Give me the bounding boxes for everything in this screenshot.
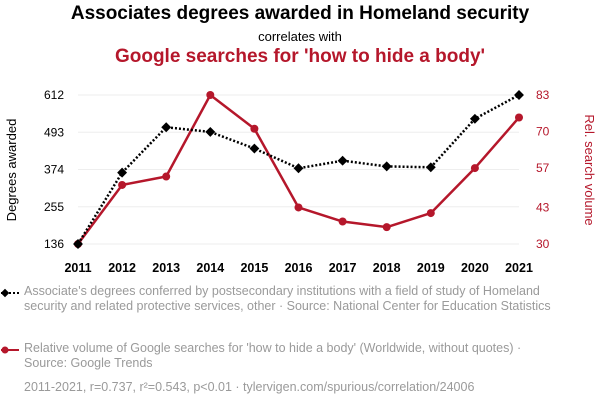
y-tick-label: 255: [44, 200, 64, 214]
x-tick-label: 2020: [461, 261, 489, 275]
series1-point: [293, 163, 304, 174]
series1-point: [161, 122, 172, 133]
series1-point: [117, 167, 128, 178]
x-tick-label: 2014: [196, 261, 224, 275]
chart-subtitle: correlates with: [258, 29, 342, 44]
x-tick-label: 2013: [152, 261, 180, 275]
series1-point: [73, 239, 83, 249]
series2-point: [338, 217, 347, 226]
y2-tick-label: 43: [536, 200, 550, 214]
x-tick-label: 2018: [373, 261, 401, 275]
chart-title: Associates degrees awarded in Homeland s…: [70, 3, 530, 24]
footer-stats: 2011-2021, r=0.737, r²=0.543, p<0.01 · t…: [24, 380, 475, 394]
y-axis-label: Degrees awarded: [4, 119, 19, 222]
series2-point: [162, 172, 171, 181]
series1-point: [514, 90, 524, 100]
y2-tick-label: 30: [536, 237, 550, 251]
series1-point: [337, 155, 348, 166]
x-tick-label: 2021: [505, 261, 533, 275]
series2-point: [470, 164, 479, 173]
y2-tick-label: 70: [536, 125, 550, 139]
left-axis-ticks: 136 255 374 493 612: [44, 88, 64, 251]
y-tick-label: 374: [44, 163, 64, 177]
series1-point: [381, 161, 392, 172]
series2-point: [426, 209, 435, 218]
x-axis-ticks: 2011 2012 2013 2014 2015 2016 2017 2018 2019 2020…: [64, 261, 533, 275]
x-tick-label: 2016: [285, 261, 313, 275]
chart-title-secondary: Google searches for 'how to hide a body': [114, 46, 486, 67]
series2-point: [294, 203, 303, 212]
legend-text-series1: Associate's degrees conferred by postsec…: [24, 284, 551, 313]
series1-point: [425, 162, 436, 173]
y-tick-label: 136: [44, 237, 64, 251]
series2-point: [382, 223, 391, 232]
right-axis-ticks: 30 43 57 70 83: [536, 88, 550, 251]
legend-marker-series1: [0, 288, 19, 298]
series2-point: [206, 91, 215, 99]
x-tick-label: 2019: [417, 261, 445, 275]
series1-point: [249, 143, 260, 154]
series-points: [73, 90, 524, 249]
series2-point: [118, 180, 127, 189]
legend-text-series2: Relative volume of Google searches for '…: [24, 341, 522, 370]
series2-point: [515, 113, 523, 122]
x-tick-label: 2012: [108, 261, 136, 275]
x-tick-label: 2015: [240, 261, 268, 275]
y2-axis-label: Rel. search volume: [582, 114, 597, 225]
series1-point: [205, 126, 216, 137]
legend-marker-series2: [1, 346, 19, 354]
series2-point: [250, 124, 259, 133]
x-tick-label: 2011: [64, 261, 91, 275]
x-tick-label: 2017: [329, 261, 357, 275]
y-tick-label: 493: [44, 125, 64, 139]
y-tick-label: 612: [44, 88, 64, 102]
y2-tick-label: 83: [536, 88, 550, 102]
y2-tick-label: 57: [536, 161, 550, 175]
